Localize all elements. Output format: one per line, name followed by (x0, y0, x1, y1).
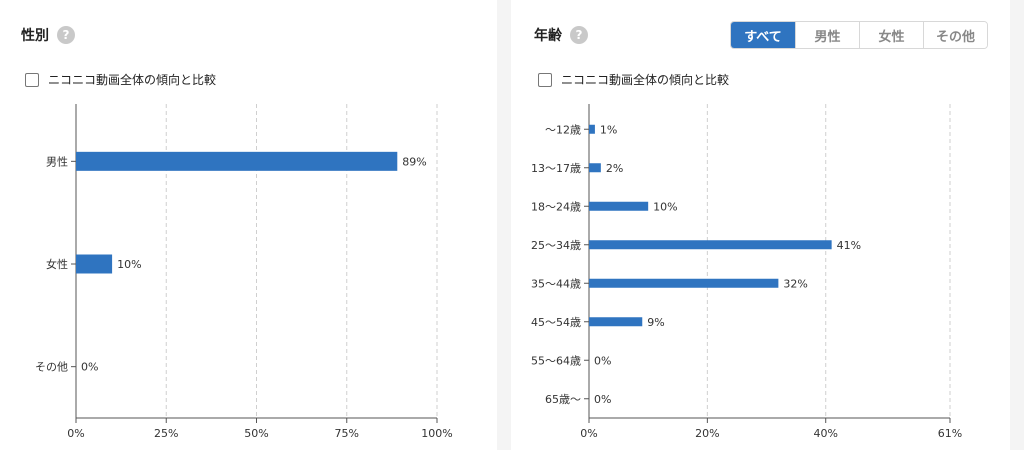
gender-bar-chart: 0% 25% 50% 75% 100% 男性 89% 女性 10% その他 0% (35, 104, 453, 440)
age-compare-checkbox[interactable] (538, 72, 552, 87)
question-circle-icon[interactable]: ? (570, 26, 588, 44)
tab-age-filter-3[interactable]: その他 (923, 22, 987, 48)
age-bar-chart: 0% 20% 40% 61% 〜12歳 1% 13〜17歳 2% 18〜24歳 10% 25〜34歳… (531, 104, 962, 440)
value-label: 1% (600, 123, 617, 136)
x-tick-label: 25% (154, 427, 178, 440)
category-label: 65歳〜 (545, 393, 581, 406)
x-tick-label: 100% (421, 427, 452, 440)
bar (589, 240, 832, 250)
value-label: 41% (837, 239, 861, 252)
x-tick-label: 75% (335, 427, 359, 440)
age-compare-label: ニコニコ動画全体の傾向と比較 (561, 73, 730, 87)
category-label: 男性 (46, 154, 68, 168)
value-label: 89% (402, 155, 426, 168)
bar (589, 278, 779, 288)
category-label: 35〜44歳 (531, 277, 581, 290)
value-label: 10% (117, 258, 141, 271)
tab-age-filter-0[interactable]: すべて (731, 22, 795, 48)
value-label: 2% (606, 162, 623, 175)
gender-compare-label: ニコニコ動画全体の傾向と比較 (48, 73, 217, 87)
gender-title: 性別 (21, 28, 49, 44)
gender-compare-toggle[interactable]: ニコニコ動画全体の傾向と比較 (25, 71, 216, 88)
question-circle-icon[interactable]: ? (57, 26, 75, 44)
value-label: 0% (594, 354, 611, 367)
bar (589, 317, 643, 327)
category-label: 55〜64歳 (531, 354, 581, 367)
x-tick-label: 0% (580, 427, 597, 440)
age-title-row: 年齢 ? (534, 25, 588, 45)
gender-title-row: 性別 ? (21, 25, 75, 45)
gender-panel: 性別 ? ニコニコ動画全体の傾向と比較 0% 25% 50% 75% 100% 男性 89%… (0, 0, 497, 450)
x-tick-label: 61% (938, 427, 962, 440)
value-label: 32% (783, 277, 807, 290)
category-label: 45〜54歳 (531, 316, 581, 329)
category-label: 13〜17歳 (531, 162, 581, 175)
bar (589, 124, 595, 134)
x-tick-label: 20% (695, 427, 719, 440)
age-filter-tabs: すべて 男性 女性 その他 (730, 21, 988, 49)
x-tick-label: 0% (67, 427, 84, 440)
x-tick-label: 40% (813, 427, 837, 440)
category-label: 〜12歳 (545, 123, 581, 136)
tab-age-filter-1[interactable]: 男性 (795, 22, 859, 48)
age-title: 年齢 (534, 28, 562, 44)
category-label: 25〜34歳 (531, 239, 581, 252)
x-tick-label: 50% (244, 427, 268, 440)
category-label: その他 (35, 361, 68, 374)
bar (76, 254, 113, 274)
category-label: 18〜24歳 (531, 200, 581, 213)
category-label: 女性 (46, 257, 68, 271)
value-label: 9% (647, 316, 664, 329)
value-label: 10% (653, 200, 677, 213)
age-panel: 年齢 ? すべて 男性 女性 その他 ニコニコ動画全体の傾向と比較 0% 20% 40% 6… (511, 0, 1010, 450)
bar (76, 151, 398, 171)
bar (589, 163, 601, 173)
bar (589, 201, 649, 211)
value-label: 0% (81, 361, 98, 374)
age-compare-toggle[interactable]: ニコニコ動画全体の傾向と比較 (538, 71, 729, 88)
tab-age-filter-2[interactable]: 女性 (859, 22, 923, 48)
gender-compare-checkbox[interactable] (25, 72, 39, 87)
value-label: 0% (594, 393, 611, 406)
